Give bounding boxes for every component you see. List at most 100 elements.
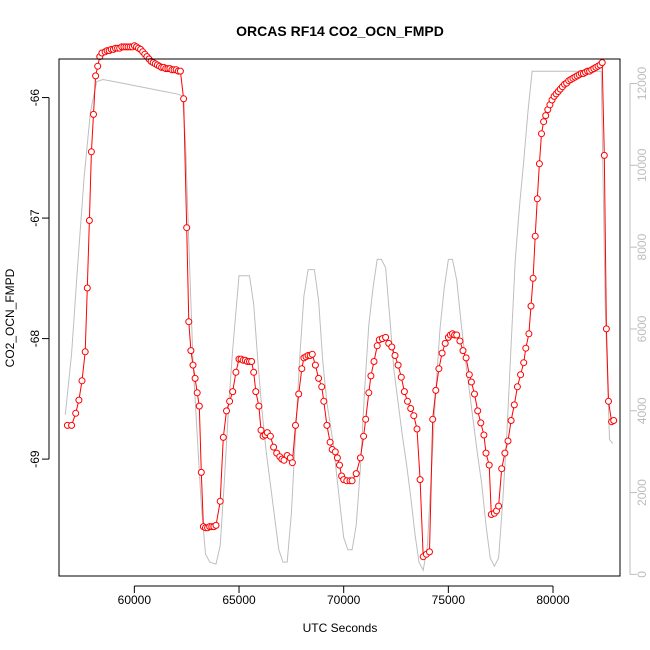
x-tick-label: 70000 xyxy=(327,593,361,607)
data-point xyxy=(432,386,440,394)
data-point xyxy=(92,72,100,80)
data-point xyxy=(248,358,256,365)
data-point xyxy=(348,477,356,485)
data-point xyxy=(212,521,220,529)
data-point xyxy=(388,343,396,351)
data-point xyxy=(391,352,399,359)
data-point xyxy=(504,437,512,445)
x-tick-label: 60000 xyxy=(118,593,152,607)
data-point xyxy=(397,373,405,381)
x-axis: 60000 65000 70000 75000 80000 xyxy=(118,585,570,607)
data-point xyxy=(197,468,205,476)
data-point xyxy=(232,368,240,376)
data-point xyxy=(410,412,418,420)
y-axis-label: CO2_OCN_FMPD xyxy=(3,268,17,367)
secondary-series-line xyxy=(64,70,614,572)
data-point xyxy=(520,359,528,367)
primary-series xyxy=(63,42,618,561)
data-point xyxy=(498,465,506,473)
data-point xyxy=(477,419,485,427)
data-point xyxy=(75,396,83,404)
data-point xyxy=(189,361,197,369)
data-point xyxy=(513,383,521,391)
data-point xyxy=(191,374,199,382)
plot-frame xyxy=(58,58,621,577)
data-point xyxy=(602,325,610,333)
data-point xyxy=(250,368,258,376)
data-point xyxy=(292,421,299,429)
data-point xyxy=(456,337,464,345)
data-point xyxy=(308,350,316,358)
data-point xyxy=(352,470,360,478)
data-point xyxy=(219,433,227,441)
y2-tick-label: 2000 xyxy=(635,479,649,506)
data-point xyxy=(529,274,537,282)
data-point xyxy=(195,402,203,410)
data-point xyxy=(522,344,530,352)
y-tick-label: -69 xyxy=(28,450,42,468)
data-point xyxy=(295,390,303,398)
data-point xyxy=(229,388,237,396)
data-point xyxy=(382,333,390,341)
data-point xyxy=(462,354,470,362)
data-point xyxy=(480,431,488,439)
data-point xyxy=(78,377,86,385)
data-point xyxy=(404,397,411,405)
data-point xyxy=(394,361,402,369)
data-point xyxy=(453,331,461,339)
data-point xyxy=(255,402,263,410)
data-point xyxy=(598,59,606,67)
data-point xyxy=(517,371,525,379)
data-point xyxy=(373,342,381,350)
data-point xyxy=(360,432,368,440)
data-point xyxy=(400,388,408,396)
data-point xyxy=(435,365,443,373)
data-point xyxy=(367,372,375,380)
data-point xyxy=(270,443,278,451)
data-point xyxy=(90,110,97,118)
data-point xyxy=(610,417,618,424)
data-point xyxy=(183,224,191,232)
y2-axis: 0 2000 4000 6000 8000 10000 12000 xyxy=(629,66,649,578)
x-axis-label: UTC Seconds xyxy=(303,621,378,635)
data-point xyxy=(87,148,95,156)
data-point xyxy=(540,118,548,126)
data-point xyxy=(441,339,449,347)
secondary-series xyxy=(64,70,614,572)
data-point xyxy=(527,302,535,310)
data-point xyxy=(83,284,91,292)
data-point xyxy=(413,425,421,433)
data-point xyxy=(336,461,343,469)
y-tick-label: -66 xyxy=(28,89,42,107)
data-point xyxy=(333,454,341,462)
data-point xyxy=(471,390,478,398)
data-point xyxy=(416,476,424,484)
data-point xyxy=(362,415,370,423)
y2-tick-label: 10000 xyxy=(635,148,649,182)
data-point xyxy=(193,389,201,397)
y2-tick-label: 0 xyxy=(635,571,649,578)
data-point xyxy=(252,388,260,396)
data-point xyxy=(257,426,265,434)
y-tick-label: -67 xyxy=(28,209,42,227)
y2-tick-label: 6000 xyxy=(635,315,649,342)
x-tick-label: 75000 xyxy=(432,593,466,607)
data-point xyxy=(605,397,612,405)
data-point xyxy=(438,349,446,357)
data-point xyxy=(356,454,364,462)
data-point xyxy=(266,432,274,440)
data-point xyxy=(507,417,515,424)
data-point xyxy=(365,389,373,397)
data-point xyxy=(501,449,509,457)
data-point xyxy=(482,449,490,457)
y2-tick-label: 4000 xyxy=(635,397,649,424)
y-tick-label: -68 xyxy=(28,330,42,348)
data-point xyxy=(459,347,467,355)
data-point xyxy=(535,160,543,168)
data-point xyxy=(510,401,518,409)
data-point xyxy=(370,358,378,365)
data-point xyxy=(525,330,533,338)
x-tick-label: 65000 xyxy=(222,593,256,607)
data-point xyxy=(85,217,93,224)
